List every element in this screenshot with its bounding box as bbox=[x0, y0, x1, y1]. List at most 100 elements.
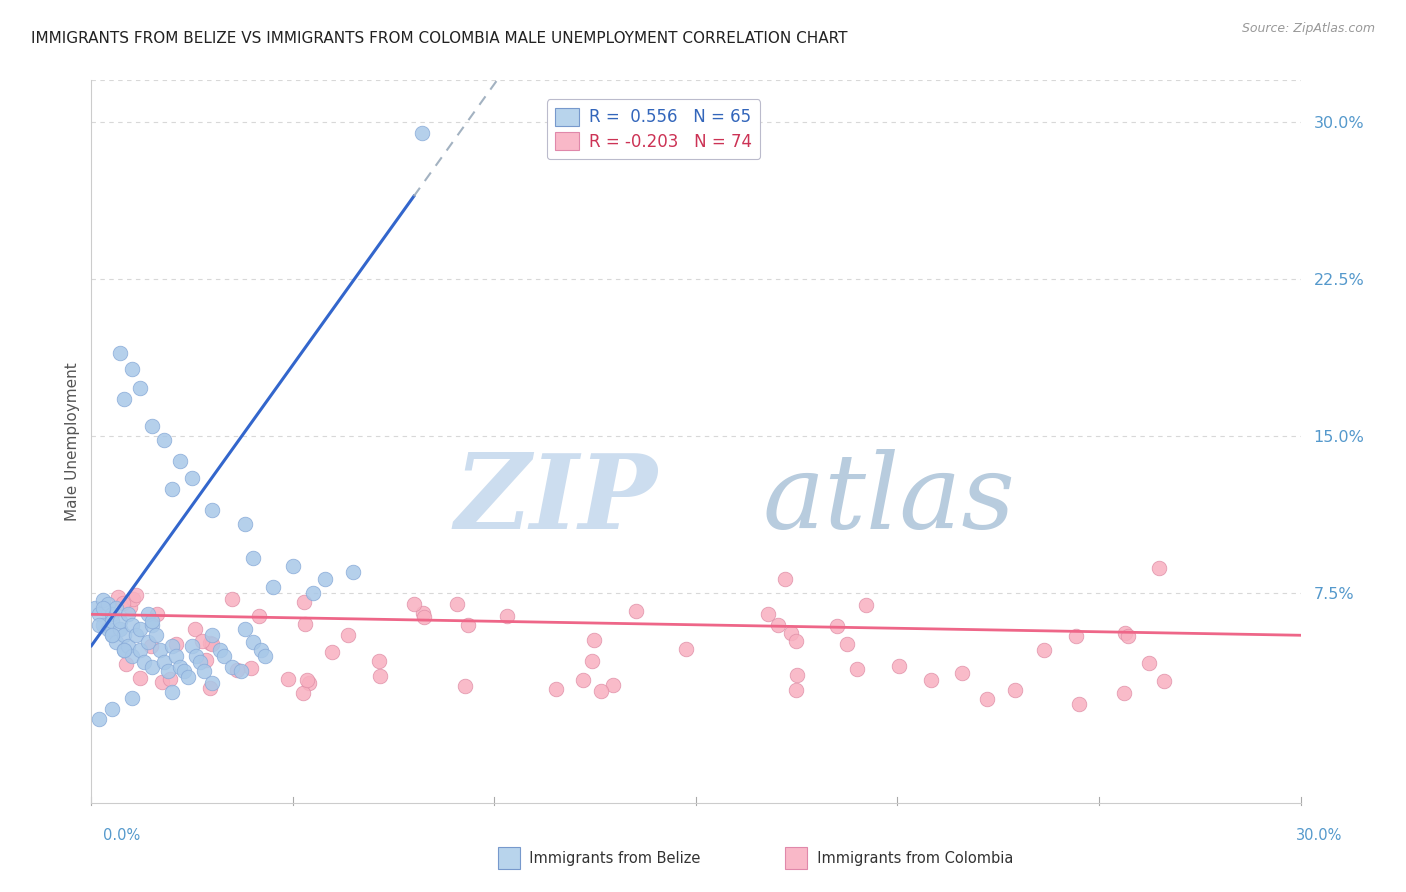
Point bbox=[367, 654, 389, 668]
Point bbox=[1067, 698, 1090, 712]
Point bbox=[582, 632, 605, 647]
Point bbox=[129, 671, 152, 685]
Point bbox=[457, 617, 479, 632]
Point bbox=[1116, 630, 1139, 644]
Point bbox=[100, 614, 122, 628]
Point bbox=[115, 657, 138, 671]
Text: Immigrants from Belize: Immigrants from Belize bbox=[520, 851, 700, 865]
Point bbox=[277, 672, 299, 686]
Point bbox=[209, 643, 232, 657]
Point bbox=[141, 614, 163, 628]
Point bbox=[1032, 642, 1054, 657]
Point bbox=[141, 617, 163, 632]
Point bbox=[785, 634, 807, 648]
Point bbox=[253, 649, 276, 664]
Point bbox=[837, 637, 859, 651]
Point bbox=[225, 663, 247, 677]
Point bbox=[214, 649, 236, 664]
Point bbox=[855, 598, 877, 612]
Point bbox=[96, 622, 118, 636]
Point bbox=[93, 592, 115, 607]
Point bbox=[302, 586, 325, 600]
Point bbox=[136, 634, 159, 648]
Point bbox=[1004, 682, 1026, 697]
Point bbox=[239, 660, 262, 674]
Point bbox=[132, 656, 155, 670]
Text: Source: ZipAtlas.com: Source: ZipAtlas.com bbox=[1241, 22, 1375, 36]
Point bbox=[242, 550, 264, 565]
Point bbox=[336, 628, 359, 642]
Point bbox=[292, 594, 315, 608]
Text: 30.0%: 30.0% bbox=[1296, 828, 1343, 843]
Point bbox=[281, 559, 304, 574]
Point bbox=[139, 639, 162, 653]
Point bbox=[173, 664, 195, 678]
Point bbox=[96, 597, 118, 611]
Point bbox=[786, 668, 808, 682]
Y-axis label: Male Unemployment: Male Unemployment bbox=[65, 362, 80, 521]
Point bbox=[262, 580, 284, 594]
Point bbox=[188, 656, 211, 670]
Point bbox=[104, 634, 127, 648]
Point bbox=[124, 588, 146, 602]
Point bbox=[581, 654, 603, 668]
Point bbox=[136, 607, 159, 622]
Point bbox=[128, 381, 150, 395]
Point bbox=[454, 679, 477, 693]
Point bbox=[201, 628, 224, 642]
Point bbox=[198, 636, 221, 650]
Point bbox=[756, 607, 779, 621]
Point bbox=[950, 665, 973, 680]
Point bbox=[233, 517, 256, 532]
Point bbox=[496, 609, 519, 624]
Point bbox=[169, 659, 191, 673]
Point bbox=[145, 628, 167, 642]
Point bbox=[112, 643, 135, 657]
Point bbox=[193, 664, 215, 678]
Point bbox=[247, 608, 270, 623]
Point bbox=[150, 674, 173, 689]
Point bbox=[368, 669, 391, 683]
Point bbox=[201, 502, 224, 516]
Point bbox=[404, 598, 426, 612]
Point bbox=[242, 634, 264, 648]
Point bbox=[104, 601, 127, 615]
Point bbox=[446, 597, 468, 611]
Point bbox=[89, 617, 111, 632]
Point bbox=[571, 673, 593, 687]
Point bbox=[100, 628, 122, 642]
Point bbox=[1114, 626, 1136, 640]
Point bbox=[84, 601, 107, 615]
Point bbox=[121, 691, 143, 706]
Text: Immigrants from Colombia: Immigrants from Colombia bbox=[808, 851, 1014, 865]
Point bbox=[141, 659, 163, 673]
Point bbox=[112, 392, 135, 406]
Point bbox=[160, 685, 183, 699]
Point bbox=[321, 645, 343, 659]
Point bbox=[117, 607, 139, 622]
Point bbox=[1153, 674, 1175, 689]
Point bbox=[221, 659, 243, 673]
Point bbox=[1137, 657, 1160, 671]
Point bbox=[785, 682, 807, 697]
Point bbox=[108, 614, 131, 628]
Point bbox=[298, 676, 321, 690]
Point bbox=[181, 639, 204, 653]
Point bbox=[160, 482, 183, 496]
Point bbox=[153, 434, 176, 448]
Point bbox=[194, 653, 217, 667]
Point bbox=[412, 607, 434, 621]
Point bbox=[229, 664, 252, 678]
Point bbox=[107, 590, 129, 604]
Point bbox=[773, 572, 796, 586]
Point bbox=[89, 607, 111, 622]
Text: ZIP: ZIP bbox=[454, 449, 657, 550]
Legend: R =  0.556   N = 65, R = -0.203   N = 74: R = 0.556 N = 65, R = -0.203 N = 74 bbox=[547, 99, 761, 160]
Point bbox=[100, 701, 122, 715]
Point bbox=[294, 616, 316, 631]
Point bbox=[544, 682, 567, 697]
Point bbox=[181, 471, 204, 485]
Point bbox=[249, 643, 271, 657]
Point bbox=[89, 712, 111, 726]
Point bbox=[825, 619, 848, 633]
